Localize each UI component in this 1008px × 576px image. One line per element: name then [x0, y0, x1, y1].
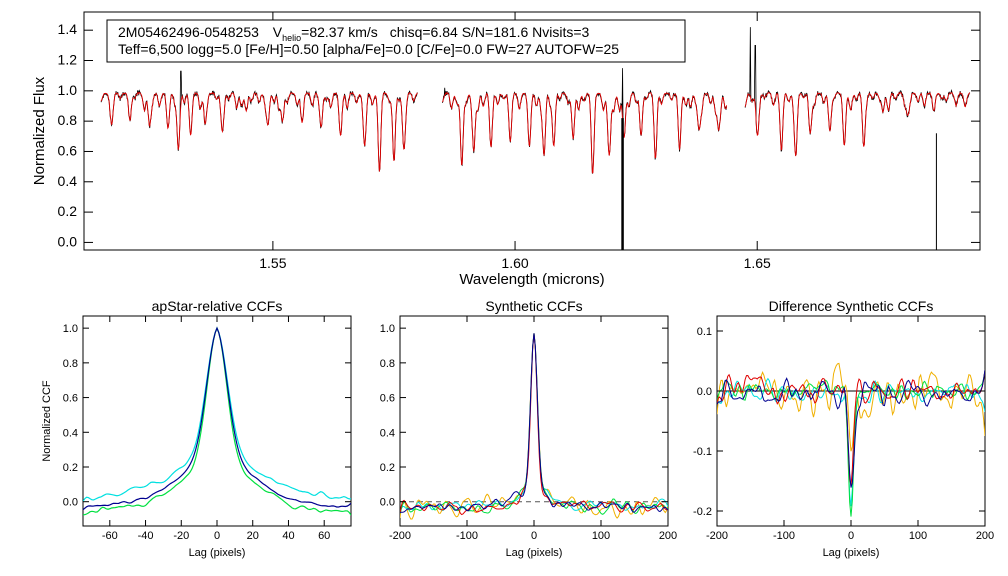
x-tick-label: 200	[976, 530, 994, 542]
y-tick-label: 1.0	[380, 323, 395, 335]
apstar-ccf-series	[83, 326, 351, 502]
apstar-xlabel: Lag (pixels)	[189, 547, 246, 559]
model-spectrum-line	[744, 91, 971, 157]
y-tick-label: 0.6	[58, 142, 78, 158]
x-tick-label: 0	[848, 530, 854, 542]
y-tick-label: 0.6	[380, 393, 395, 405]
synthetic-data	[400, 333, 668, 520]
x-tick-label: -100	[773, 530, 795, 542]
fit-stats: chisq=6.84 S/N=181.6 Nvisits=3	[390, 24, 590, 40]
x-tick-label: -60	[102, 530, 118, 542]
x-tick-label: -20	[173, 530, 189, 542]
y-tick-label: 0.6	[63, 393, 78, 405]
x-tick-label: 100	[909, 530, 927, 542]
star-id: 2M05462496-0548253	[118, 24, 259, 40]
difference-data	[717, 362, 985, 517]
x-tick-label: 1.65	[744, 255, 771, 271]
y-tick-label: 0.0	[697, 386, 712, 398]
spectrum-axes: 1.55 1.60 1.65 0.0 0.2 0.4 0.6 0.8 1.0 1.2 1.4	[58, 12, 980, 271]
y-tick-label: 0.2	[58, 203, 78, 219]
y-tick-label: 0.2	[63, 462, 78, 474]
difference-ccf-panel: Difference Synthetic CCFs -200 -100 0 100 20…	[693, 298, 994, 559]
synthetic-ccf-series	[400, 333, 668, 520]
x-tick-label: 200	[659, 530, 677, 542]
x-tick-label: -200	[706, 530, 728, 542]
difference-ccf-series	[717, 362, 985, 452]
spectrum-panel: 1.55 1.60 1.65 0.0 0.2 0.4 0.6 0.8 1.0 1.2 1.4 2M0…	[31, 11, 981, 288]
observed-spectrum-line	[442, 68, 727, 174]
apstar-axes: -60 -40 -20 0 20 40 60 0.0 0.2 0.4 0.6 0.8 1.0	[63, 316, 351, 542]
x-tick-label: -100	[456, 530, 478, 542]
synthetic-ccf-series	[400, 333, 668, 514]
x-tick-label: 100	[592, 530, 610, 542]
y-tick-label: 0.8	[380, 358, 395, 370]
synthetic-ccf-series	[400, 333, 668, 515]
y-tick-label: 0.0	[380, 497, 395, 509]
spectrum-xlabel: Wavelength (microns)	[459, 271, 604, 288]
synthetic-plot-frame	[399, 315, 669, 527]
apstar-ccf-title: apStar-relative CCFs	[152, 298, 283, 314]
synthetic-axes: -200 -100 0 100 200 0.0 0.2 0.4 0.6 0.8 1.0	[380, 316, 677, 542]
x-tick-label: 60	[318, 530, 330, 542]
apstar-ccf-series	[83, 326, 351, 511]
difference-ccf-title: Difference Synthetic CCFs	[769, 298, 934, 314]
y-tick-label: 1.2	[58, 52, 78, 68]
apstar-ccf-panel: apStar-relative CCFs -60 -40 -20 0 20 40 60 0.0…	[41, 298, 352, 559]
spectrum-ylabel: Normalized Flux	[31, 76, 48, 185]
stellar-parameters: Teff=6,500 logg=5.0 [Fe/H]=0.50 [alpha/F…	[118, 41, 619, 57]
spectrum-info-box: 2M05462496-0548253 Vhelio=82.37 km/s chi…	[106, 19, 686, 63]
synthetic-ccf-title: Synthetic CCFs	[485, 298, 582, 314]
y-tick-label: 0.8	[58, 112, 78, 128]
y-tick-label: 0.8	[63, 358, 78, 370]
x-tick-label: 0	[214, 530, 220, 542]
difference-plot-frame	[716, 315, 986, 527]
x-tick-label: 0	[531, 530, 537, 542]
spectrum-data	[100, 27, 971, 250]
x-tick-label: -200	[389, 530, 411, 542]
y-tick-label: 1.4	[58, 21, 78, 37]
difference-ccf-series	[717, 369, 985, 488]
model-spectrum-line	[442, 91, 728, 174]
y-tick-label: 0.4	[58, 173, 78, 189]
info-line-1: 2M05462496-0548253 Vhelio=82.37 km/s chi…	[118, 24, 590, 43]
synthetic-ccf-series	[400, 333, 668, 513]
y-tick-label: 1.0	[58, 82, 78, 98]
y-tick-label: -0.1	[693, 446, 712, 458]
x-tick-label: -40	[138, 530, 154, 542]
y-tick-label: -0.2	[693, 506, 712, 518]
x-tick-label: 1.60	[501, 255, 528, 271]
difference-xlabel: Lag (pixels)	[823, 547, 880, 559]
x-tick-label: 40	[282, 530, 294, 542]
vhelio-subscript: helio	[282, 33, 301, 43]
y-tick-label: 0.4	[380, 427, 395, 439]
apstar-data	[83, 326, 351, 516]
y-tick-label: 0.0	[63, 497, 78, 509]
model-spectrum-line	[100, 91, 418, 172]
y-tick-label: 0.4	[63, 427, 78, 439]
difference-ccf-series	[717, 377, 985, 507]
vhelio-symbol: V	[273, 24, 283, 40]
vhelio-value: =82.37 km/s	[301, 24, 378, 40]
y-tick-label: 0.1	[697, 326, 712, 338]
apstar-ylabel: Normalized CCF	[41, 380, 53, 462]
info-box-frame	[106, 19, 686, 63]
y-tick-label: 1.0	[63, 323, 78, 335]
synthetic-ccf-series	[400, 333, 668, 516]
synthetic-ccf-panel: Synthetic CCFs -200 -100 0 100 200 0.0 0.2 0.4 0…	[380, 298, 677, 559]
synthetic-xlabel: Lag (pixels)	[506, 547, 563, 559]
y-tick-label: 0.0	[58, 233, 78, 249]
x-tick-label: 20	[247, 530, 259, 542]
spectrum-plot-frame	[83, 11, 981, 251]
x-tick-label: 1.55	[259, 255, 286, 271]
apstar-ccf-series	[83, 326, 351, 516]
y-tick-label: 0.2	[380, 462, 395, 474]
difference-axes: -200 -100 0 100 200 -0.2 -0.1 0.0 0.1	[693, 316, 994, 542]
